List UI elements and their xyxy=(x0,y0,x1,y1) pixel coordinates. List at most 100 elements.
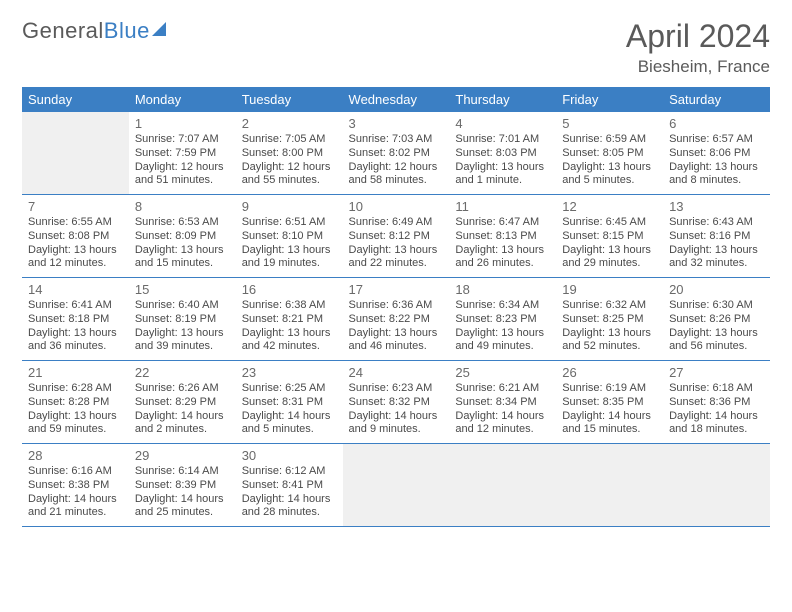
day-cell: 2 Sunrise: 7:05 AMSunset: 8:00 PMDaylight… xyxy=(236,112,343,195)
day-info: Sunrise: 6:43 AMSunset: 8:16 PMDaylight:… xyxy=(669,216,764,271)
day-number: 25 xyxy=(455,365,550,380)
day-cell: 10 Sunrise: 6:49 AMSunset: 8:12 PMDayligh… xyxy=(343,195,450,278)
day-info: Sunrise: 6:51 AMSunset: 8:10 PMDaylight:… xyxy=(242,216,337,271)
day-cell: 4 Sunrise: 7:01 AMSunset: 8:03 PMDaylight… xyxy=(449,112,556,195)
day-info: Sunrise: 6:26 AMSunset: 8:29 PMDaylight:… xyxy=(135,382,230,437)
day-number: 10 xyxy=(349,199,444,214)
day-info: Sunrise: 6:59 AMSunset: 8:05 PMDaylight:… xyxy=(562,133,657,188)
empty-cell xyxy=(22,112,129,195)
day-info: Sunrise: 6:12 AMSunset: 8:41 PMDaylight:… xyxy=(242,465,337,520)
day-cell: 22 Sunrise: 6:26 AMSunset: 8:29 PMDayligh… xyxy=(129,361,236,444)
day-info: Sunrise: 6:57 AMSunset: 8:06 PMDaylight:… xyxy=(669,133,764,188)
day-info: Sunrise: 6:19 AMSunset: 8:35 PMDaylight:… xyxy=(562,382,657,437)
day-cell: 27Sunrise: 6:18 AMSunset: 8:36 PMDayligh… xyxy=(663,361,770,444)
day-cell: 25 Sunrise: 6:21 AMSunset: 8:34 PMDayligh… xyxy=(449,361,556,444)
day-number: 30 xyxy=(242,448,337,463)
day-header: Saturday xyxy=(663,87,770,112)
day-cell: 28 Sunrise: 6:16 AMSunset: 8:38 PMDayligh… xyxy=(22,444,129,527)
page-header: GeneralBlue April 2024 Biesheim, France xyxy=(22,18,770,77)
calendar-body: 1Sunrise: 7:07 AMSunset: 7:59 PMDaylight… xyxy=(22,112,770,527)
day-cell: 3Sunrise: 7:03 AMSunset: 8:02 PMDaylight… xyxy=(343,112,450,195)
month-title: April 2024 xyxy=(626,18,770,55)
day-info: Sunrise: 6:45 AMSunset: 8:15 PMDaylight:… xyxy=(562,216,657,271)
calendar-table: SundayMondayTuesdayWednesdayThursdayFrid… xyxy=(22,87,770,527)
day-number: 2 xyxy=(242,116,337,131)
day-number: 20 xyxy=(669,282,764,297)
day-cell: 1Sunrise: 7:07 AMSunset: 7:59 PMDaylight… xyxy=(129,112,236,195)
day-info: Sunrise: 7:07 AMSunset: 7:59 PMDaylight:… xyxy=(135,133,230,188)
day-cell: 8Sunrise: 6:53 AMSunset: 8:09 PMDaylight… xyxy=(129,195,236,278)
empty-cell xyxy=(343,444,450,527)
calendar-head: SundayMondayTuesdayWednesdayThursdayFrid… xyxy=(22,87,770,112)
day-cell: 29 Sunrise: 6:14 AMSunset: 8:39 PMDayligh… xyxy=(129,444,236,527)
day-number: 6 xyxy=(669,116,764,131)
day-number: 23 xyxy=(242,365,337,380)
day-number: 19 xyxy=(562,282,657,297)
day-cell: 16 Sunrise: 6:38 AMSunset: 8:21 PMDayligh… xyxy=(236,278,343,361)
day-header: Monday xyxy=(129,87,236,112)
day-info: Sunrise: 7:05 AMSunset: 8:00 PMDaylight:… xyxy=(242,133,337,188)
empty-cell xyxy=(663,444,770,527)
day-number: 8 xyxy=(135,199,230,214)
day-cell: 6 Sunrise: 6:57 AMSunset: 8:06 PMDaylight… xyxy=(663,112,770,195)
calendar-row: 7Sunrise: 6:55 AMSunset: 8:08 PMDaylight… xyxy=(22,195,770,278)
day-info: Sunrise: 6:18 AMSunset: 8:36 PMDaylight:… xyxy=(669,382,764,437)
day-info: Sunrise: 6:25 AMSunset: 8:31 PMDaylight:… xyxy=(242,382,337,437)
day-number: 21 xyxy=(28,365,123,380)
calendar-row: 14 Sunrise: 6:41 AMSunset: 8:18 PMDayligh… xyxy=(22,278,770,361)
day-cell: 14 Sunrise: 6:41 AMSunset: 8:18 PMDayligh… xyxy=(22,278,129,361)
calendar-row: 21 Sunrise: 6:28 AMSunset: 8:28 PMDayligh… xyxy=(22,361,770,444)
day-info: Sunrise: 6:49 AMSunset: 8:12 PMDaylight:… xyxy=(349,216,444,271)
day-cell: 23 Sunrise: 6:25 AMSunset: 8:31 PMDayligh… xyxy=(236,361,343,444)
day-cell: 18 Sunrise: 6:34 AMSunset: 8:23 PMDayligh… xyxy=(449,278,556,361)
day-number: 17 xyxy=(349,282,444,297)
day-cell: 24 Sunrise: 6:23 AMSunset: 8:32 PMDayligh… xyxy=(343,361,450,444)
day-number: 16 xyxy=(242,282,337,297)
logo-word2: Blue xyxy=(104,18,150,43)
day-header-row: SundayMondayTuesdayWednesdayThursdayFrid… xyxy=(22,87,770,112)
day-info: Sunrise: 6:28 AMSunset: 8:28 PMDaylight:… xyxy=(28,382,123,437)
calendar-row: 28 Sunrise: 6:16 AMSunset: 8:38 PMDayligh… xyxy=(22,444,770,527)
logo-text: GeneralBlue xyxy=(22,18,150,44)
day-info: Sunrise: 7:01 AMSunset: 8:03 PMDaylight:… xyxy=(455,133,550,188)
day-cell: 5 Sunrise: 6:59 AMSunset: 8:05 PMDaylight… xyxy=(556,112,663,195)
day-info: Sunrise: 6:34 AMSunset: 8:23 PMDaylight:… xyxy=(455,299,550,354)
day-number: 29 xyxy=(135,448,230,463)
day-number: 28 xyxy=(28,448,123,463)
day-cell: 13 Sunrise: 6:43 AMSunset: 8:16 PMDayligh… xyxy=(663,195,770,278)
day-number: 12 xyxy=(562,199,657,214)
empty-cell xyxy=(449,444,556,527)
day-info: Sunrise: 6:16 AMSunset: 8:38 PMDaylight:… xyxy=(28,465,123,520)
day-cell: 26 Sunrise: 6:19 AMSunset: 8:35 PMDayligh… xyxy=(556,361,663,444)
day-number: 24 xyxy=(349,365,444,380)
day-number: 13 xyxy=(669,199,764,214)
day-info: Sunrise: 6:38 AMSunset: 8:21 PMDaylight:… xyxy=(242,299,337,354)
day-number: 4 xyxy=(455,116,550,131)
day-number: 26 xyxy=(562,365,657,380)
day-info: Sunrise: 6:21 AMSunset: 8:34 PMDaylight:… xyxy=(455,382,550,437)
day-number: 9 xyxy=(242,199,337,214)
day-cell: 21 Sunrise: 6:28 AMSunset: 8:28 PMDayligh… xyxy=(22,361,129,444)
empty-cell xyxy=(556,444,663,527)
day-info: Sunrise: 6:40 AMSunset: 8:19 PMDaylight:… xyxy=(135,299,230,354)
day-header: Friday xyxy=(556,87,663,112)
day-info: Sunrise: 6:36 AMSunset: 8:22 PMDaylight:… xyxy=(349,299,444,354)
day-number: 22 xyxy=(135,365,230,380)
day-info: Sunrise: 6:23 AMSunset: 8:32 PMDaylight:… xyxy=(349,382,444,437)
day-number: 11 xyxy=(455,199,550,214)
day-cell: 17 Sunrise: 6:36 AMSunset: 8:22 PMDayligh… xyxy=(343,278,450,361)
day-cell: 7Sunrise: 6:55 AMSunset: 8:08 PMDaylight… xyxy=(22,195,129,278)
day-cell: 15Sunrise: 6:40 AMSunset: 8:19 PMDayligh… xyxy=(129,278,236,361)
location-label: Biesheim, France xyxy=(626,57,770,77)
calendar-row: 1Sunrise: 7:07 AMSunset: 7:59 PMDaylight… xyxy=(22,112,770,195)
sail-icon xyxy=(152,22,166,36)
day-info: Sunrise: 6:41 AMSunset: 8:18 PMDaylight:… xyxy=(28,299,123,354)
day-info: Sunrise: 6:30 AMSunset: 8:26 PMDaylight:… xyxy=(669,299,764,354)
day-header: Tuesday xyxy=(236,87,343,112)
day-cell: 11Sunrise: 6:47 AMSunset: 8:13 PMDayligh… xyxy=(449,195,556,278)
day-number: 5 xyxy=(562,116,657,131)
day-info: Sunrise: 6:14 AMSunset: 8:39 PMDaylight:… xyxy=(135,465,230,520)
day-cell: 20 Sunrise: 6:30 AMSunset: 8:26 PMDayligh… xyxy=(663,278,770,361)
day-number: 18 xyxy=(455,282,550,297)
day-number: 14 xyxy=(28,282,123,297)
